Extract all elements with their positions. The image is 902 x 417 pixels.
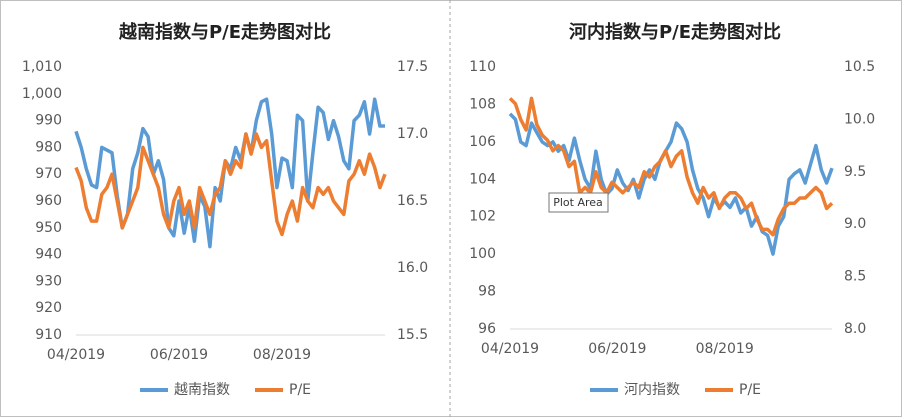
legend-label: P/E: [739, 382, 761, 398]
y-tick-label: 106: [469, 134, 496, 150]
y2-tick-label: 15.5: [397, 327, 428, 343]
y-tick-label: 110: [469, 59, 496, 75]
y-tick-label: 1,010: [22, 59, 62, 75]
y-tick-label: 98: [478, 284, 496, 300]
y-tick-label: 96: [478, 321, 496, 337]
y-tick-label: 930: [35, 273, 62, 289]
chart-title: 越南指数与P/E走势图对比: [118, 21, 331, 43]
y-tick-label: 920: [35, 300, 62, 316]
legend-label: 越南指数: [174, 382, 230, 398]
series-line: [74, 132, 387, 237]
legend-label: 河内指数: [624, 382, 680, 398]
x-tick-label: 08/2019: [253, 347, 311, 363]
y-tick-label: 990: [35, 113, 62, 129]
chart-title: 河内指数与P/E走势图对比: [569, 21, 781, 43]
x-tick-label: 04/2019: [481, 341, 539, 357]
y2-tick-label: 9.5: [844, 164, 866, 180]
x-tick-label: 06/2019: [150, 347, 208, 363]
y-tick-label: 950: [35, 220, 62, 236]
y-tick-label: 1,000: [22, 86, 62, 102]
y-tick-label: 980: [35, 139, 62, 155]
x-tick-label: 04/2019: [47, 347, 105, 363]
y-tick-label: 104: [469, 171, 496, 187]
x-tick-label: 08/2019: [696, 341, 754, 357]
y2-tick-label: 10.5: [844, 59, 875, 75]
y2-tick-label: 8.0: [844, 321, 866, 337]
tooltip-box: [548, 192, 609, 213]
y2-tick-label: 8.5: [844, 269, 866, 285]
y2-tick-label: 9.0: [844, 216, 866, 232]
y2-tick-label: 16.0: [397, 260, 428, 276]
y2-tick-label: 17.0: [397, 126, 428, 142]
y-tick-label: 102: [469, 209, 496, 225]
y-tick-label: 970: [35, 166, 62, 182]
series-line: [508, 96, 834, 237]
y-tick-label: 910: [35, 327, 62, 343]
tooltip-text: Plot Area: [553, 196, 603, 209]
y2-tick-label: 17.5: [397, 59, 428, 75]
y-tick-label: 960: [35, 193, 62, 209]
y-tick-label: 940: [35, 247, 62, 263]
y2-tick-label: 10.0: [844, 111, 875, 127]
legend-label: P/E: [289, 382, 311, 398]
series-line: [508, 112, 834, 256]
y2-tick-label: 16.5: [397, 193, 428, 209]
y-tick-label: 108: [469, 96, 496, 112]
x-tick-label: 06/2019: [588, 341, 646, 357]
tooltip: Plot Area: [548, 192, 609, 213]
y-tick-label: 100: [469, 246, 496, 262]
